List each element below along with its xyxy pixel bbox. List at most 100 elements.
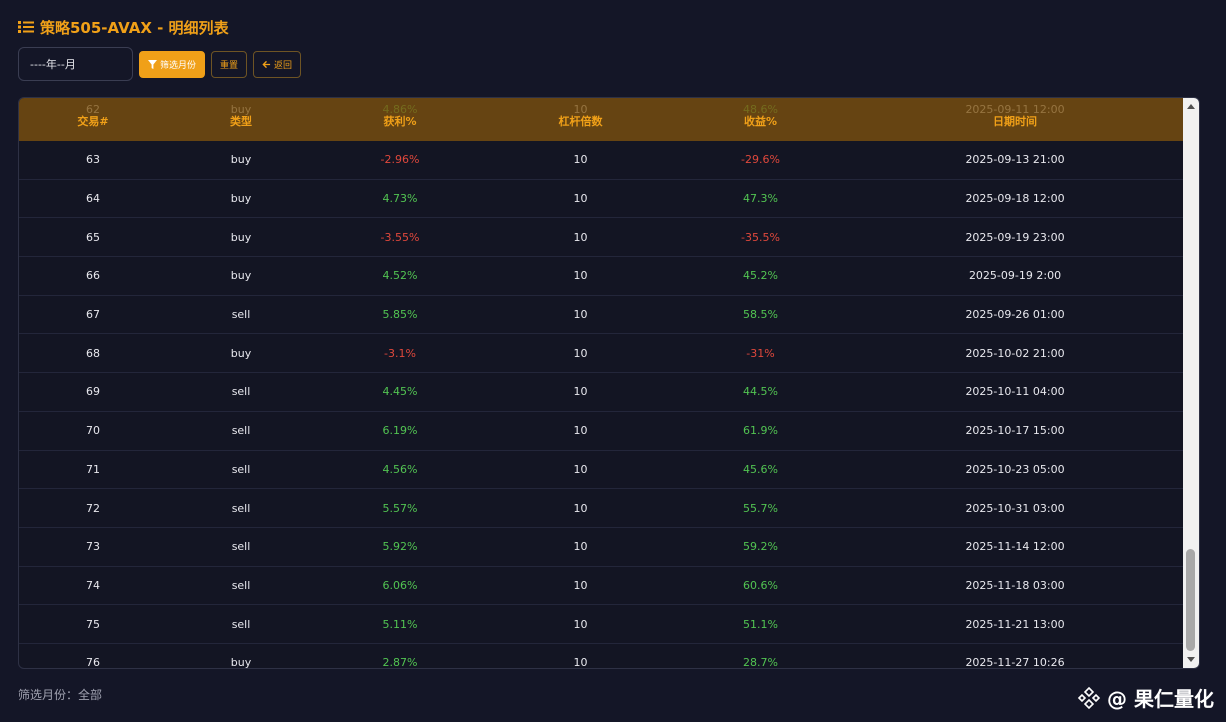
cell-profit: 5.11%: [382, 617, 418, 631]
cell-yield: 47.3%: [743, 192, 778, 206]
table-row[interactable]: 67 sell 5.85% 10 58.5% 2025-09-26 01:00: [19, 296, 1185, 335]
header-datetime[interactable]: 日期时间: [993, 115, 1037, 128]
cell-trade-id: 70: [86, 424, 100, 438]
cell-yield: 45.2%: [743, 269, 778, 283]
table-body: 62buy4.86%1048.6%2025-09-11 12:0063buy-2…: [19, 98, 1185, 669]
table-row[interactable]: 69 sell 4.45% 10 44.5% 2025-10-11 04:00: [19, 373, 1185, 412]
reset-label: 重置: [220, 60, 239, 71]
cell-datetime: 2025-11-27 10:26: [965, 656, 1065, 669]
cell-datetime: 2025-10-11 04:00: [965, 385, 1065, 399]
filter-month-button[interactable]: 筛选月份: [139, 50, 206, 78]
table-row[interactable]: 74 sell 6.06% 10 60.6% 2025-11-18 03:00: [19, 567, 1185, 606]
cell-type: sell: [231, 424, 251, 438]
cell-yield: 28.7%: [743, 656, 778, 669]
table-row[interactable]: 76 buy 2.87% 10 28.7% 2025-11-27 10:26: [19, 644, 1185, 669]
trades-table[interactable]: 62buy4.86%1048.6%2025-09-11 12:0063buy-2…: [18, 97, 1200, 669]
scroll-thumb[interactable]: [1186, 549, 1195, 651]
cell-trade-id: 69: [86, 385, 100, 399]
cell-datetime: 2025-11-18 03:00: [965, 578, 1065, 592]
page-title: 策略505-AVAX - 明细列表: [40, 18, 229, 37]
cell-leverage: 10: [573, 656, 588, 669]
month-input[interactable]: [18, 47, 133, 81]
cell-type: sell: [231, 617, 251, 631]
table-row[interactable]: 72 sell 5.57% 10 55.7% 2025-10-31 03:00: [19, 489, 1185, 528]
table-row[interactable]: 68 buy -3.1% 10 -31% 2025-10-02 21:00: [19, 334, 1185, 374]
cell-datetime: 2025-10-02 21:00: [965, 346, 1065, 360]
cell-yield: 60.6%: [743, 578, 778, 592]
table-row[interactable]: 75 sell 5.11% 10 51.1% 2025-11-21 13:00: [19, 605, 1185, 644]
table-row[interactable]: 64 buy 4.73% 10 47.3% 2025-09-18 12:00: [19, 180, 1185, 219]
cell-leverage: 10: [573, 269, 588, 283]
table-row[interactable]: 70 sell 6.19% 10 61.9% 2025-10-17 15:00: [19, 412, 1185, 451]
cell-leverage: 10: [573, 346, 588, 360]
cell-profit: 5.92%: [382, 540, 418, 554]
cell-profit: 5.85%: [382, 308, 418, 322]
cell-trade-id: 73: [86, 540, 100, 554]
cell-type: buy: [230, 192, 252, 206]
cell-leverage: 10: [573, 308, 588, 322]
list-icon: [18, 21, 34, 33]
header-yield[interactable]: 收益%: [743, 115, 778, 128]
cell-profit: -3.55%: [380, 230, 420, 244]
cell-profit: 2.87%: [382, 656, 418, 669]
scroll-down-icon[interactable]: [1187, 657, 1195, 662]
watermark-text: @ 果仁量化: [1107, 687, 1214, 711]
cell-trade-id: 72: [86, 501, 100, 515]
cell-type: sell: [231, 385, 251, 399]
cell-trade-id: 63: [86, 153, 100, 167]
page-header: 策略505-AVAX - 明细列表: [18, 16, 229, 38]
table-scrollbar[interactable]: [1183, 98, 1199, 668]
cell-leverage: 10: [573, 540, 588, 554]
cell-yield: 58.5%: [743, 308, 778, 322]
cell-profit: 4.52%: [382, 269, 418, 283]
cell-trade-id: 64: [86, 192, 100, 206]
cell-trade-id: 71: [86, 462, 100, 476]
table-row[interactable]: 73 sell 5.92% 10 59.2% 2025-11-14 12:00: [19, 528, 1185, 567]
cell-profit: 4.73%: [382, 192, 418, 206]
cell-yield: -35.5%: [741, 230, 780, 244]
filter-status: 筛选月份：全部: [18, 688, 103, 702]
cell-trade-id: 67: [86, 308, 100, 322]
table-row[interactable]: 63 buy -2.96% 10 -29.6% 2025-09-13 21:00: [19, 141, 1185, 180]
cell-profit: 4.45%: [382, 385, 418, 399]
cell-yield: -29.6%: [741, 153, 780, 167]
cell-type: buy: [230, 230, 252, 244]
cell-type: buy: [230, 656, 252, 669]
cell-type: sell: [231, 308, 251, 322]
cell-datetime: 2025-11-14 12:00: [965, 540, 1065, 554]
table-row[interactable]: 65 buy -3.55% 10 -35.5% 2025-09-19 23:00: [19, 218, 1185, 258]
table-row[interactable]: 71 sell 4.56% 10 45.6% 2025-10-23 05:00: [19, 451, 1185, 490]
table-header: 交易# 类型 获利% 杠杆倍数 收益% 日期时间: [19, 98, 1185, 141]
cell-profit: 6.06%: [382, 578, 418, 592]
filter-icon: [148, 59, 157, 69]
cell-type: sell: [231, 462, 251, 476]
cell-profit: 4.56%: [382, 462, 418, 476]
cell-leverage: 10: [573, 462, 588, 476]
cell-yield: 61.9%: [743, 424, 778, 438]
back-label: 返回: [274, 60, 293, 71]
cell-datetime: 2025-10-31 03:00: [965, 501, 1065, 515]
cell-type: buy: [230, 346, 252, 360]
cell-trade-id: 74: [86, 578, 100, 592]
reset-button[interactable]: 重置: [211, 50, 248, 78]
header-leverage[interactable]: 杠杆倍数: [558, 115, 603, 128]
back-button[interactable]: 返回: [253, 50, 302, 78]
cell-leverage: 10: [573, 424, 588, 438]
cell-yield: 45.6%: [743, 462, 778, 476]
arrow-left-icon: [262, 60, 271, 68]
cell-datetime: 2025-09-26 01:00: [965, 308, 1065, 322]
table-row[interactable]: 66 buy 4.52% 10 45.2% 2025-09-19 2:00: [19, 257, 1185, 296]
cell-profit: 5.57%: [382, 501, 418, 515]
cell-leverage: 10: [573, 153, 588, 167]
cell-datetime: 2025-09-19 23:00: [965, 230, 1065, 244]
cell-yield: 55.7%: [743, 501, 778, 515]
header-type[interactable]: 类型: [230, 115, 252, 128]
cell-yield: 51.1%: [743, 617, 778, 631]
cell-leverage: 10: [573, 192, 588, 206]
header-profit[interactable]: 获利%: [383, 115, 417, 128]
toolbar: 筛选月份 重置 返回: [18, 47, 302, 81]
header-trade-id[interactable]: 交易#: [77, 115, 109, 128]
binance-logo-icon: [1077, 686, 1101, 709]
scroll-up-icon[interactable]: [1187, 104, 1195, 109]
cell-leverage: 10: [573, 501, 588, 515]
